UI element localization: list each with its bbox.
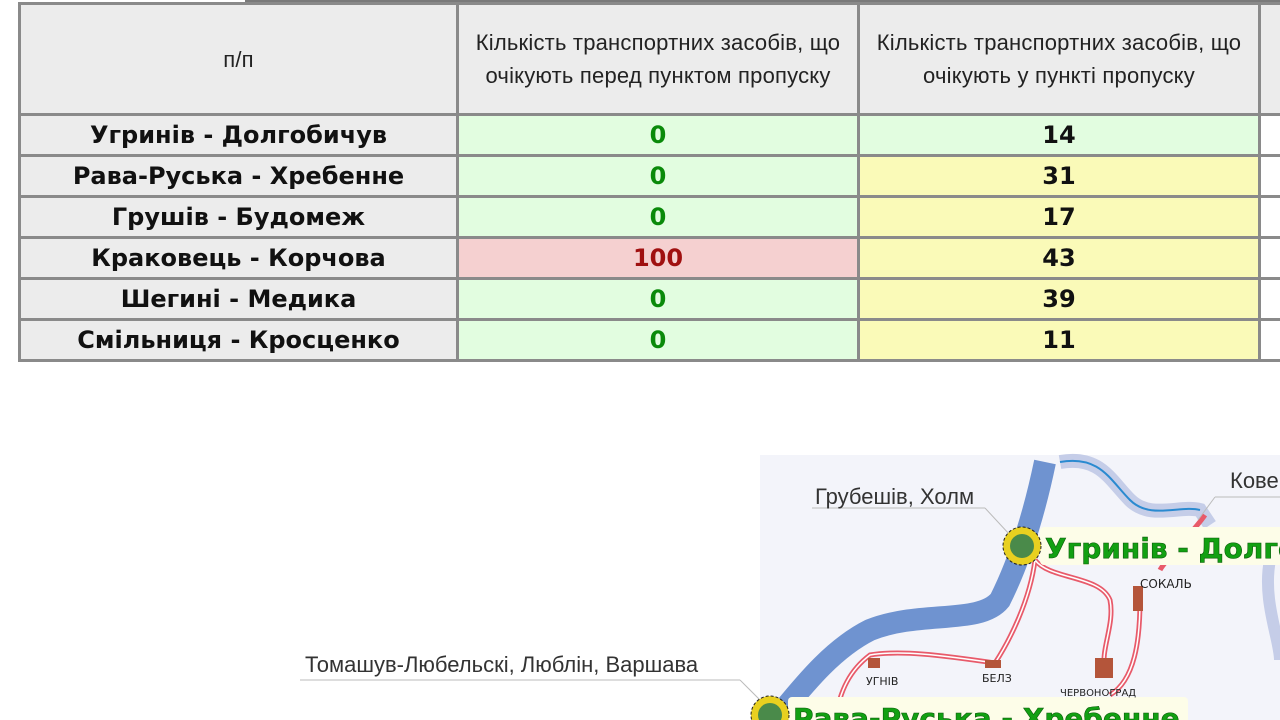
table-row: Рава-Руська - Хребенне 0 31: [18, 154, 1280, 198]
label-tomaszow: Томашув-Любельскі, Люблін, Варшава: [305, 652, 699, 677]
crossing-name: Угринів - Долгобичув: [18, 113, 459, 157]
label-kovel: Кове: [1230, 468, 1279, 493]
table-row: Шегині - Медика 0 39: [18, 277, 1280, 321]
waiting-before-count: 0: [456, 318, 860, 362]
waiting-inside-count: 43: [857, 236, 1261, 280]
table-row: Угринів - Долгобичув 0 14: [18, 113, 1280, 157]
towns: [868, 586, 1143, 678]
table-row: Краковець - Корчова 100 43: [18, 236, 1280, 280]
crossing-name: Краковець - Корчова: [18, 236, 459, 280]
town-belz: БЕЛЗ: [982, 672, 1012, 685]
waiting-before-count: 0: [456, 154, 860, 198]
river: [1059, 459, 1201, 512]
header-number: п/п: [18, 2, 459, 116]
waiting-inside-count: 17: [857, 195, 1261, 239]
waiting-inside-count: 39: [857, 277, 1261, 321]
waiting-inside-count: 14: [857, 113, 1261, 157]
label-bg-uhryniv: [1040, 527, 1280, 565]
label-hrubieszow: Грубешів, Холм: [815, 484, 974, 509]
waiting-before-count: 0: [456, 113, 860, 157]
header-extra: [1258, 2, 1280, 116]
extra-cell: [1258, 154, 1280, 198]
crossing-name: Рава-Руська - Хребенне: [18, 154, 459, 198]
town-chervonohrad: ЧЕРВОНОГРАД: [1060, 688, 1136, 699]
customs-emblem-icon: [750, 695, 790, 720]
extra-cell: [1258, 318, 1280, 362]
border-map: Грубешів, Холм Кове Томашув-Любельскі, Л…: [300, 453, 1280, 720]
waiting-before-count: 0: [456, 277, 860, 321]
crossing-name: Грушів - Будомеж: [18, 195, 459, 239]
extra-cell: [1258, 113, 1280, 157]
town-sokal: СОКАЛЬ: [1140, 577, 1192, 591]
map-land: [760, 455, 1280, 720]
table-row: Смільниця - Кросценко 0 11: [18, 318, 1280, 362]
customs-emblem-icon: [1002, 526, 1042, 566]
crossing-name: Смільниця - Кросценко: [18, 318, 459, 362]
crossing-name: Шегині - Медика: [18, 277, 459, 321]
town-uhniv: УГНІВ: [866, 675, 898, 688]
table-top-border: [245, 0, 1280, 4]
extra-cell: [1258, 195, 1280, 239]
extra-cell: [1258, 277, 1280, 321]
crossing-label-uhryniv[interactable]: Угринів - Долгобичув: [1045, 532, 1280, 566]
waiting-before-count: 100: [456, 236, 860, 280]
border-queue-table: п/п Кількість транспортних засобів, що о…: [18, 2, 1280, 362]
extra-cell: [1258, 236, 1280, 280]
crossing-label-rava[interactable]: Рава-Руська - Хребенне: [793, 702, 1180, 720]
header-waiting-before: Кількість транспортних засобів, що очіку…: [456, 2, 860, 116]
label-bg-rava: [788, 697, 1188, 720]
waiting-inside-count: 11: [857, 318, 1261, 362]
table-row: Грушів - Будомеж 0 17: [18, 195, 1280, 239]
header-waiting-inside: Кількість транспортних засобів, що очіку…: [857, 2, 1261, 116]
river-shade-east: [1261, 558, 1280, 661]
waiting-inside-count: 31: [857, 154, 1261, 198]
table-header-row: п/п Кількість транспортних засобів, що о…: [18, 2, 1280, 116]
waiting-before-count: 0: [456, 195, 860, 239]
